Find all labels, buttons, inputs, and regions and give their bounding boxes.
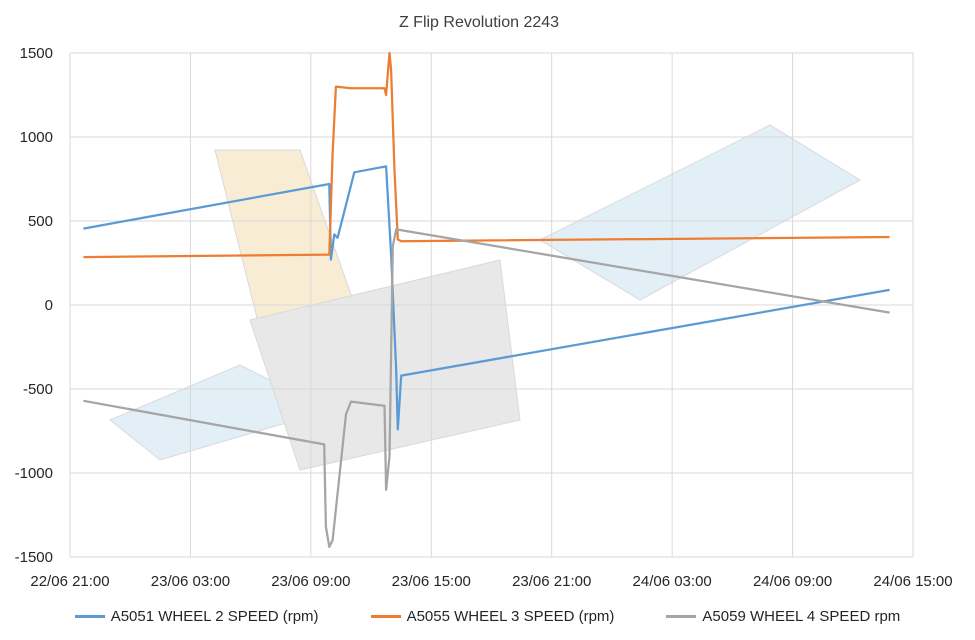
x-tick-label: 22/06 21:00 [30,573,109,590]
legend-item: A5051 WHEEL 2 SPEED (rpm) [74,607,319,625]
legend-label: A5059 WHEEL 4 SPEED rpm [702,607,901,625]
x-tick-label: 24/06 03:00 [633,573,712,590]
legend-swatch [370,614,401,618]
x-tick-label: 24/06 15:00 [873,573,952,590]
y-tick-label: 1500 [20,45,53,62]
legend-swatch [666,614,697,618]
y-tick-label: 500 [28,213,53,230]
spacecraft-body [214,149,361,331]
y-tick-label: -1000 [15,465,53,482]
series-line-2 [83,51,890,259]
series-line-3 [83,228,890,549]
y-axis-tick-labels: 1500 1000 500 0 -500 -1000 -1500 [15,45,53,566]
gridlines [69,52,914,558]
legend-item: A5055 WHEEL 3 SPEED (rpm) [370,607,615,625]
x-tick-label: 23/06 03:00 [151,573,230,590]
x-axis-tick-labels: 22/06 21:00 23/06 03:00 23/06 09:00 23/06 1… [30,573,952,590]
solar-panel-right [538,124,861,301]
y-tick-label: -500 [23,381,53,398]
x-tick-label: 23/06 15:00 [392,573,471,590]
x-tick-label: 24/06 09:00 [753,573,832,590]
legend-label: A5055 WHEEL 3 SPEED (rpm) [406,607,615,625]
legend: A5051 WHEEL 2 SPEED (rpm) A5055 WHEEL 3 S… [0,604,975,628]
service-module [249,259,521,471]
legend-swatch [74,614,105,618]
chart-title: Z Flip Revolution 2243 [399,14,559,31]
chart-svg: 1500 1000 500 0 -500 -1000 -1500 22/06 21:00 23… [15,14,953,590]
x-tick-label: 23/06 21:00 [512,573,591,590]
legend-label: A5051 WHEEL 2 SPEED (rpm) [110,607,319,625]
x-tick-label: 23/06 09:00 [271,573,350,590]
satellite-sketch-background [109,124,861,471]
y-tick-label: 0 [45,297,53,314]
y-tick-label: -1500 [15,549,53,566]
y-tick-label: 1000 [20,129,53,146]
legend-item: A5059 WHEEL 4 SPEED rpm [666,608,900,625]
series-lines [83,51,890,549]
